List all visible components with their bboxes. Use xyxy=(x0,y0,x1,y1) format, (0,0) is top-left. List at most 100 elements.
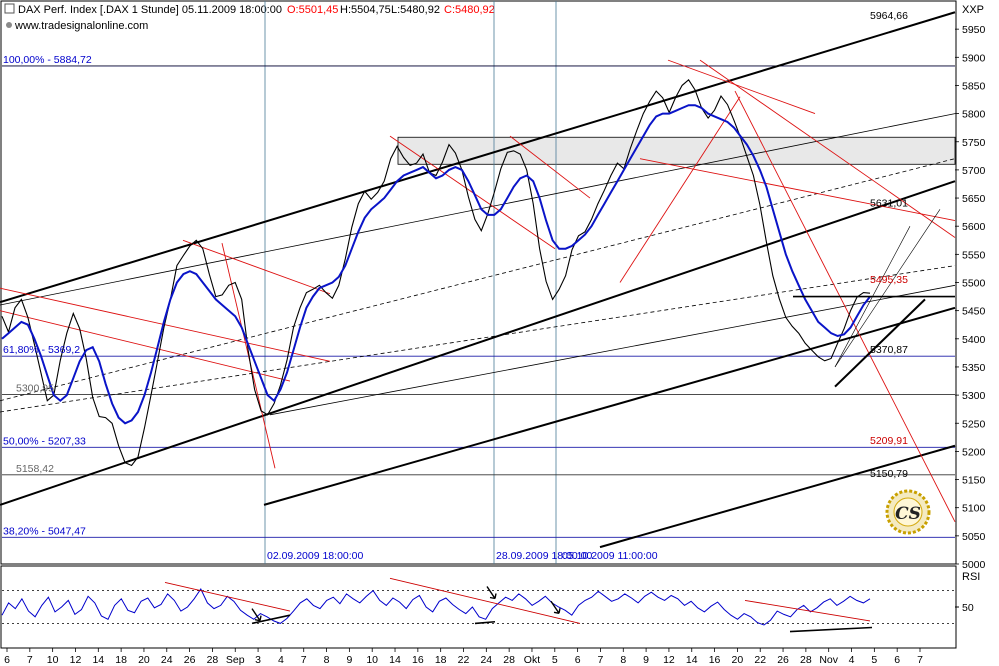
channel-line xyxy=(263,306,956,506)
source-label: www.tradesignalonline.com xyxy=(14,20,148,32)
channel-line xyxy=(269,284,956,416)
x-axis-tick-label: 24 xyxy=(161,654,173,666)
red-trendline xyxy=(699,59,956,238)
red-trendline xyxy=(182,239,331,295)
level-label: 5300,95 xyxy=(16,383,54,395)
rsi-label: RSI xyxy=(962,571,980,583)
x-axis-tick-label: 14 xyxy=(92,654,104,666)
y-axis-tick-label: 5650 xyxy=(962,193,986,205)
x-axis-tick-label: 7 xyxy=(301,654,307,666)
x-axis-tick-label: 5 xyxy=(552,654,558,666)
level-label: 100,00% - 5884,72 xyxy=(3,54,92,66)
y-axis-tick-label: 5200 xyxy=(962,446,986,458)
channel-line xyxy=(0,180,956,506)
x-axis-tick-label: 18 xyxy=(435,654,447,666)
x-axis-tick-label: 14 xyxy=(686,654,698,666)
source-icon xyxy=(6,22,12,28)
y-axis-tick-label: 5600 xyxy=(962,221,986,233)
y-axis-tick-label: 5450 xyxy=(962,306,986,318)
ohlc-high: H:5504,75 xyxy=(340,4,391,16)
y-axis-tick-label: 5900 xyxy=(962,52,986,64)
x-axis-tick-label: Nov xyxy=(819,654,838,666)
x-axis-tick-label: 28 xyxy=(207,654,219,666)
rising-support-line xyxy=(834,298,926,388)
y-axis-tick-label: 5250 xyxy=(962,418,986,430)
svg-text:CS: CS xyxy=(895,504,921,524)
x-axis-tick-label: 6 xyxy=(575,654,581,666)
chart-menu-button[interactable] xyxy=(4,3,15,14)
date-annotation: 28.09.2009 18:00:00 xyxy=(496,550,593,562)
right-value-label: 5209,91 xyxy=(870,435,908,447)
x-axis-tick-label: 4 xyxy=(278,654,284,666)
red-trendline xyxy=(639,158,956,222)
channel-line xyxy=(0,158,956,402)
y-axis-tick-label: 5300 xyxy=(962,390,986,402)
price-series-line xyxy=(1,78,871,467)
y-axis-tick-label: 5350 xyxy=(962,362,986,374)
rsi-arrow-marker xyxy=(251,608,262,622)
x-axis-tick-label: 22 xyxy=(458,654,470,666)
x-axis-tick-label: 6 xyxy=(4,654,10,666)
rsi-support-line xyxy=(474,620,496,625)
x-axis-tick-label: 14 xyxy=(389,654,401,666)
x-axis-tick-label: 7 xyxy=(917,654,923,666)
red-trendline xyxy=(619,96,741,283)
red-trendline xyxy=(389,135,556,250)
rsi-panel xyxy=(0,565,957,649)
x-axis-tick-label: 7 xyxy=(598,654,604,666)
y-axis-tick-label: 5150 xyxy=(962,475,986,487)
channel-line xyxy=(0,11,956,304)
ohlc-close: C:5480,92 xyxy=(444,4,495,16)
x-axis-tick-label: 4 xyxy=(849,654,855,666)
x-axis-tick-label: 20 xyxy=(732,654,744,666)
x-axis-tick-label: 3 xyxy=(255,654,261,666)
right-value-label: 5631,01 xyxy=(870,198,908,210)
right-value-label: 5150,79 xyxy=(870,468,908,480)
right-value-label: 5370,87 xyxy=(870,344,908,356)
x-axis-tick-label: 16 xyxy=(709,654,721,666)
symbol-label: XXP xyxy=(962,4,984,16)
channel-line xyxy=(0,113,956,306)
date-annotation: 02.09.2009 18:00:00 xyxy=(267,550,364,562)
y-axis-tick-label: 5550 xyxy=(962,249,986,261)
x-axis-tick-label: Sep xyxy=(226,654,245,666)
rsi-support-line xyxy=(251,614,291,625)
level-label: 50,00% - 5207,33 xyxy=(3,435,86,447)
right-value-label: 5964,66 xyxy=(870,10,908,22)
x-axis-tick-label: 28 xyxy=(503,654,515,666)
x-axis-tick-label: 5 xyxy=(871,654,877,666)
y-axis-tick-label: 5500 xyxy=(962,278,986,290)
rsi-red-trendline xyxy=(164,581,291,612)
x-axis-tick-label: 12 xyxy=(70,654,82,666)
ohlc-low: L:5480,92 xyxy=(391,4,440,16)
red-trendline xyxy=(734,90,956,522)
red-trendline xyxy=(509,135,591,199)
rsi-red-trendline xyxy=(389,577,581,624)
x-axis-tick-label: 12 xyxy=(663,654,675,666)
red-trendline xyxy=(667,59,816,115)
price-panel xyxy=(0,0,957,565)
level-label: 61,80% - 5369,2 xyxy=(3,344,80,356)
x-axis-tick-label: 28 xyxy=(800,654,812,666)
x-axis-tick-label: 7 xyxy=(27,654,33,666)
rsi-red-trendline xyxy=(744,599,871,622)
x-axis-tick-label: 8 xyxy=(324,654,330,666)
date-annotation: 05.10.2009 11:00:00 xyxy=(562,550,658,562)
channel-line xyxy=(599,444,956,549)
cs-logo: CS xyxy=(885,489,931,535)
channel-line xyxy=(0,265,956,413)
red-trendline xyxy=(0,310,291,382)
x-axis-tick-label: 16 xyxy=(412,654,424,666)
fan-line xyxy=(834,226,911,368)
moving-average-line xyxy=(1,104,871,425)
rsi-arrow-marker xyxy=(550,600,561,614)
x-axis-tick-label: 8 xyxy=(620,654,626,666)
y-axis-tick-label: 5050 xyxy=(962,531,986,543)
right-value-label: 5495,35 xyxy=(870,274,908,286)
rsi-arrow-marker xyxy=(486,586,497,600)
x-axis-tick-label: 20 xyxy=(138,654,150,666)
rsi-axis-tick-label: 50 xyxy=(962,602,974,614)
x-axis-tick-label: 26 xyxy=(184,654,196,666)
rsi-line xyxy=(1,587,871,626)
fan-line xyxy=(834,209,941,368)
